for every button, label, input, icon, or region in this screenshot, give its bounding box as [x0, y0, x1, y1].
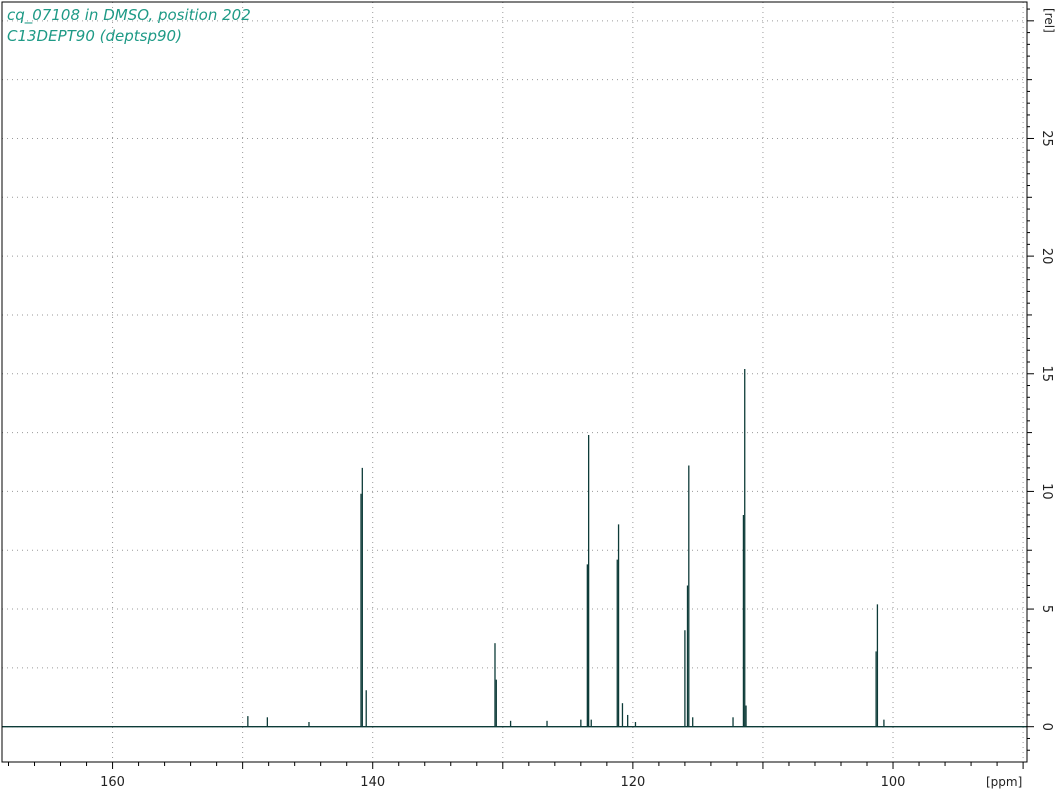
axis-labels: [ppm] [rel] — [986, 8, 1056, 789]
grid — [2, 2, 1027, 762]
y-tick-label: 15 — [1039, 365, 1054, 382]
axis-ticks: 160 140 120 100 0 5 10 15 20 25 — [8, 8, 1054, 790]
experiment-subtitle: C13DEPT90 (deptsp90) — [7, 27, 182, 45]
x-tick-label: 160 — [100, 775, 125, 790]
x-axis-unit-label: [ppm] — [986, 775, 1022, 789]
y-tick-label: 20 — [1039, 248, 1054, 265]
x-tick-label: 120 — [620, 775, 645, 790]
y-tick-label: 25 — [1039, 130, 1054, 147]
spectrum-trace — [2, 369, 1027, 728]
x-tick-label: 140 — [360, 775, 385, 790]
y-axis-unit-label: [rel] — [1042, 8, 1056, 33]
y-tick-label: 0 — [1039, 723, 1054, 731]
plot-frame — [1, 1, 1028, 763]
y-tick-label: 10 — [1039, 483, 1054, 500]
y-tick-label: 5 — [1039, 605, 1054, 613]
spectrum-title: cq_07108 in DMSO, position 202 — [7, 6, 251, 24]
x-tick-label: 100 — [881, 775, 906, 790]
